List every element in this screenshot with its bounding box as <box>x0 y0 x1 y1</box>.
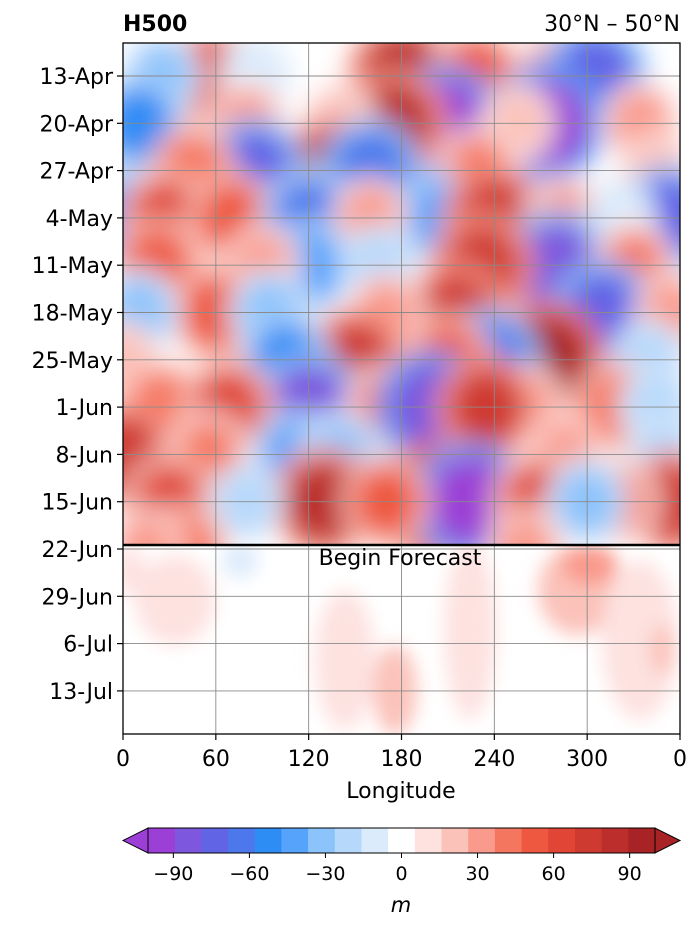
forecast-blob <box>444 545 496 720</box>
begin-forecast-label: Begin Forecast <box>319 546 482 571</box>
colorbar-swatch <box>201 828 229 853</box>
colorbar-swatch <box>441 828 469 853</box>
x-axis-ticks: 0 60 120 180 240 300 0 <box>116 734 687 772</box>
x-tick-label: 300 <box>566 747 608 772</box>
forecast-blob <box>222 545 258 578</box>
colorbar-swatch <box>414 828 443 853</box>
y-tick-label: 6-Jul <box>63 633 113 658</box>
chart-title: H500 <box>123 12 187 37</box>
colorbar-tick-label: 0 <box>395 863 407 885</box>
colorbar-swatch <box>388 828 416 853</box>
colorbar-swatch <box>281 828 309 853</box>
colorbar-min-extend <box>121 827 149 854</box>
y-tick-label: 13-Apr <box>39 65 113 90</box>
y-tick-label: 13-Jul <box>49 680 113 705</box>
y-tick-label: 11-May <box>32 254 113 279</box>
x-tick-label: 120 <box>288 747 330 772</box>
anomaly-core <box>427 455 516 545</box>
forecast-blob <box>602 560 678 720</box>
y-tick-label: 25-May <box>32 349 113 374</box>
colorbar-tick-label: 30 <box>465 863 489 885</box>
forecast-blob <box>315 590 375 730</box>
colorbar-unit-label: m <box>391 893 411 917</box>
colorbar-swatch <box>494 828 523 853</box>
colorbar-swatch <box>468 828 496 853</box>
y-tick-label: 15-Jun <box>41 491 113 516</box>
colorbar-swatch <box>601 828 629 853</box>
forecast-blob <box>562 545 618 585</box>
colorbar-tick-label: −30 <box>305 863 345 885</box>
colorbar-max-extend <box>654 827 682 854</box>
colorbar-swatch <box>361 828 389 853</box>
x-tick-label: 0 <box>673 747 687 772</box>
x-tick-label: 60 <box>202 747 230 772</box>
colorbar-swatch <box>628 828 656 853</box>
colorbar-tick-label: −60 <box>229 863 269 885</box>
colorbar-swatch <box>308 828 336 853</box>
colorbar-tick-label: −90 <box>153 863 193 885</box>
y-tick-label: 1-Jun <box>55 396 113 421</box>
y-tick-label: 22-Jun <box>41 538 113 563</box>
colorbar-swatch <box>148 828 176 853</box>
forecast-blob <box>373 645 417 734</box>
colorbar-swatch <box>548 828 576 853</box>
colorbar-swatch <box>254 828 282 853</box>
grid-lines <box>123 43 680 734</box>
forecast-anomaly-field <box>123 545 678 734</box>
x-tick-label: 180 <box>381 747 423 772</box>
y-tick-label: 27-Apr <box>39 160 113 185</box>
anomaly-core <box>123 517 175 545</box>
colorbar-swatch <box>521 828 549 853</box>
x-tick-label: 0 <box>116 747 130 772</box>
colorbar-swatch <box>228 828 256 853</box>
x-axis-label: Longitude <box>346 779 455 804</box>
y-tick-label: 20-Apr <box>39 112 113 137</box>
forecast-blob <box>135 555 215 645</box>
colorbar-tick-label: 90 <box>618 863 642 885</box>
colorbar: −90 −60 −30 0 30 60 90 <box>121 827 682 885</box>
y-tick-label: 18-May <box>32 302 113 327</box>
colorbar-swatch <box>334 828 362 853</box>
anomaly-core <box>496 517 554 545</box>
y-tick-label: 29-Jun <box>41 585 113 610</box>
colorbar-swatch <box>574 828 603 853</box>
colorbar-tick-label: 60 <box>542 863 566 885</box>
colorbar-swatch <box>174 828 202 853</box>
forecast-blob <box>650 625 674 675</box>
y-tick-label: 4-May <box>46 207 113 232</box>
forecast-blob <box>123 545 145 595</box>
y-tick-label: 8-Jun <box>55 443 113 468</box>
y-axis-ticks: 13-Apr 20-Apr 27-Apr 4-May 11-May 18-May 25-Ma… <box>32 65 123 705</box>
chart-region-subtitle: 30°N – 50°N <box>544 12 680 37</box>
observed-anomaly-field <box>123 43 680 545</box>
x-tick-label: 240 <box>473 747 515 772</box>
